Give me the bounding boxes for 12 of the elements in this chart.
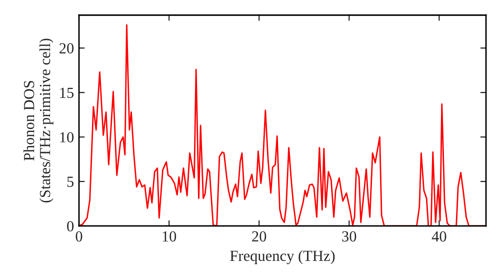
x-tick-label: 30 <box>342 231 356 242</box>
x-tick-label: 40 <box>432 231 446 242</box>
x-tick-label: 20 <box>252 231 266 242</box>
x-axis-title: Frequency (THz) <box>230 250 335 264</box>
y-tick-label: 15 <box>60 88 74 98</box>
y-axis-title: Phonon DOS (States/THz·primitive cell) <box>23 38 54 202</box>
x-tick-label: 10 <box>162 231 176 242</box>
y-tick-label: 20 <box>60 43 74 54</box>
x-tick-label: 0 <box>76 231 82 242</box>
y-tick-label: 0 <box>67 221 74 232</box>
y-tick-label: 10 <box>60 132 74 142</box>
y-tick-label: 5 <box>67 176 74 187</box>
